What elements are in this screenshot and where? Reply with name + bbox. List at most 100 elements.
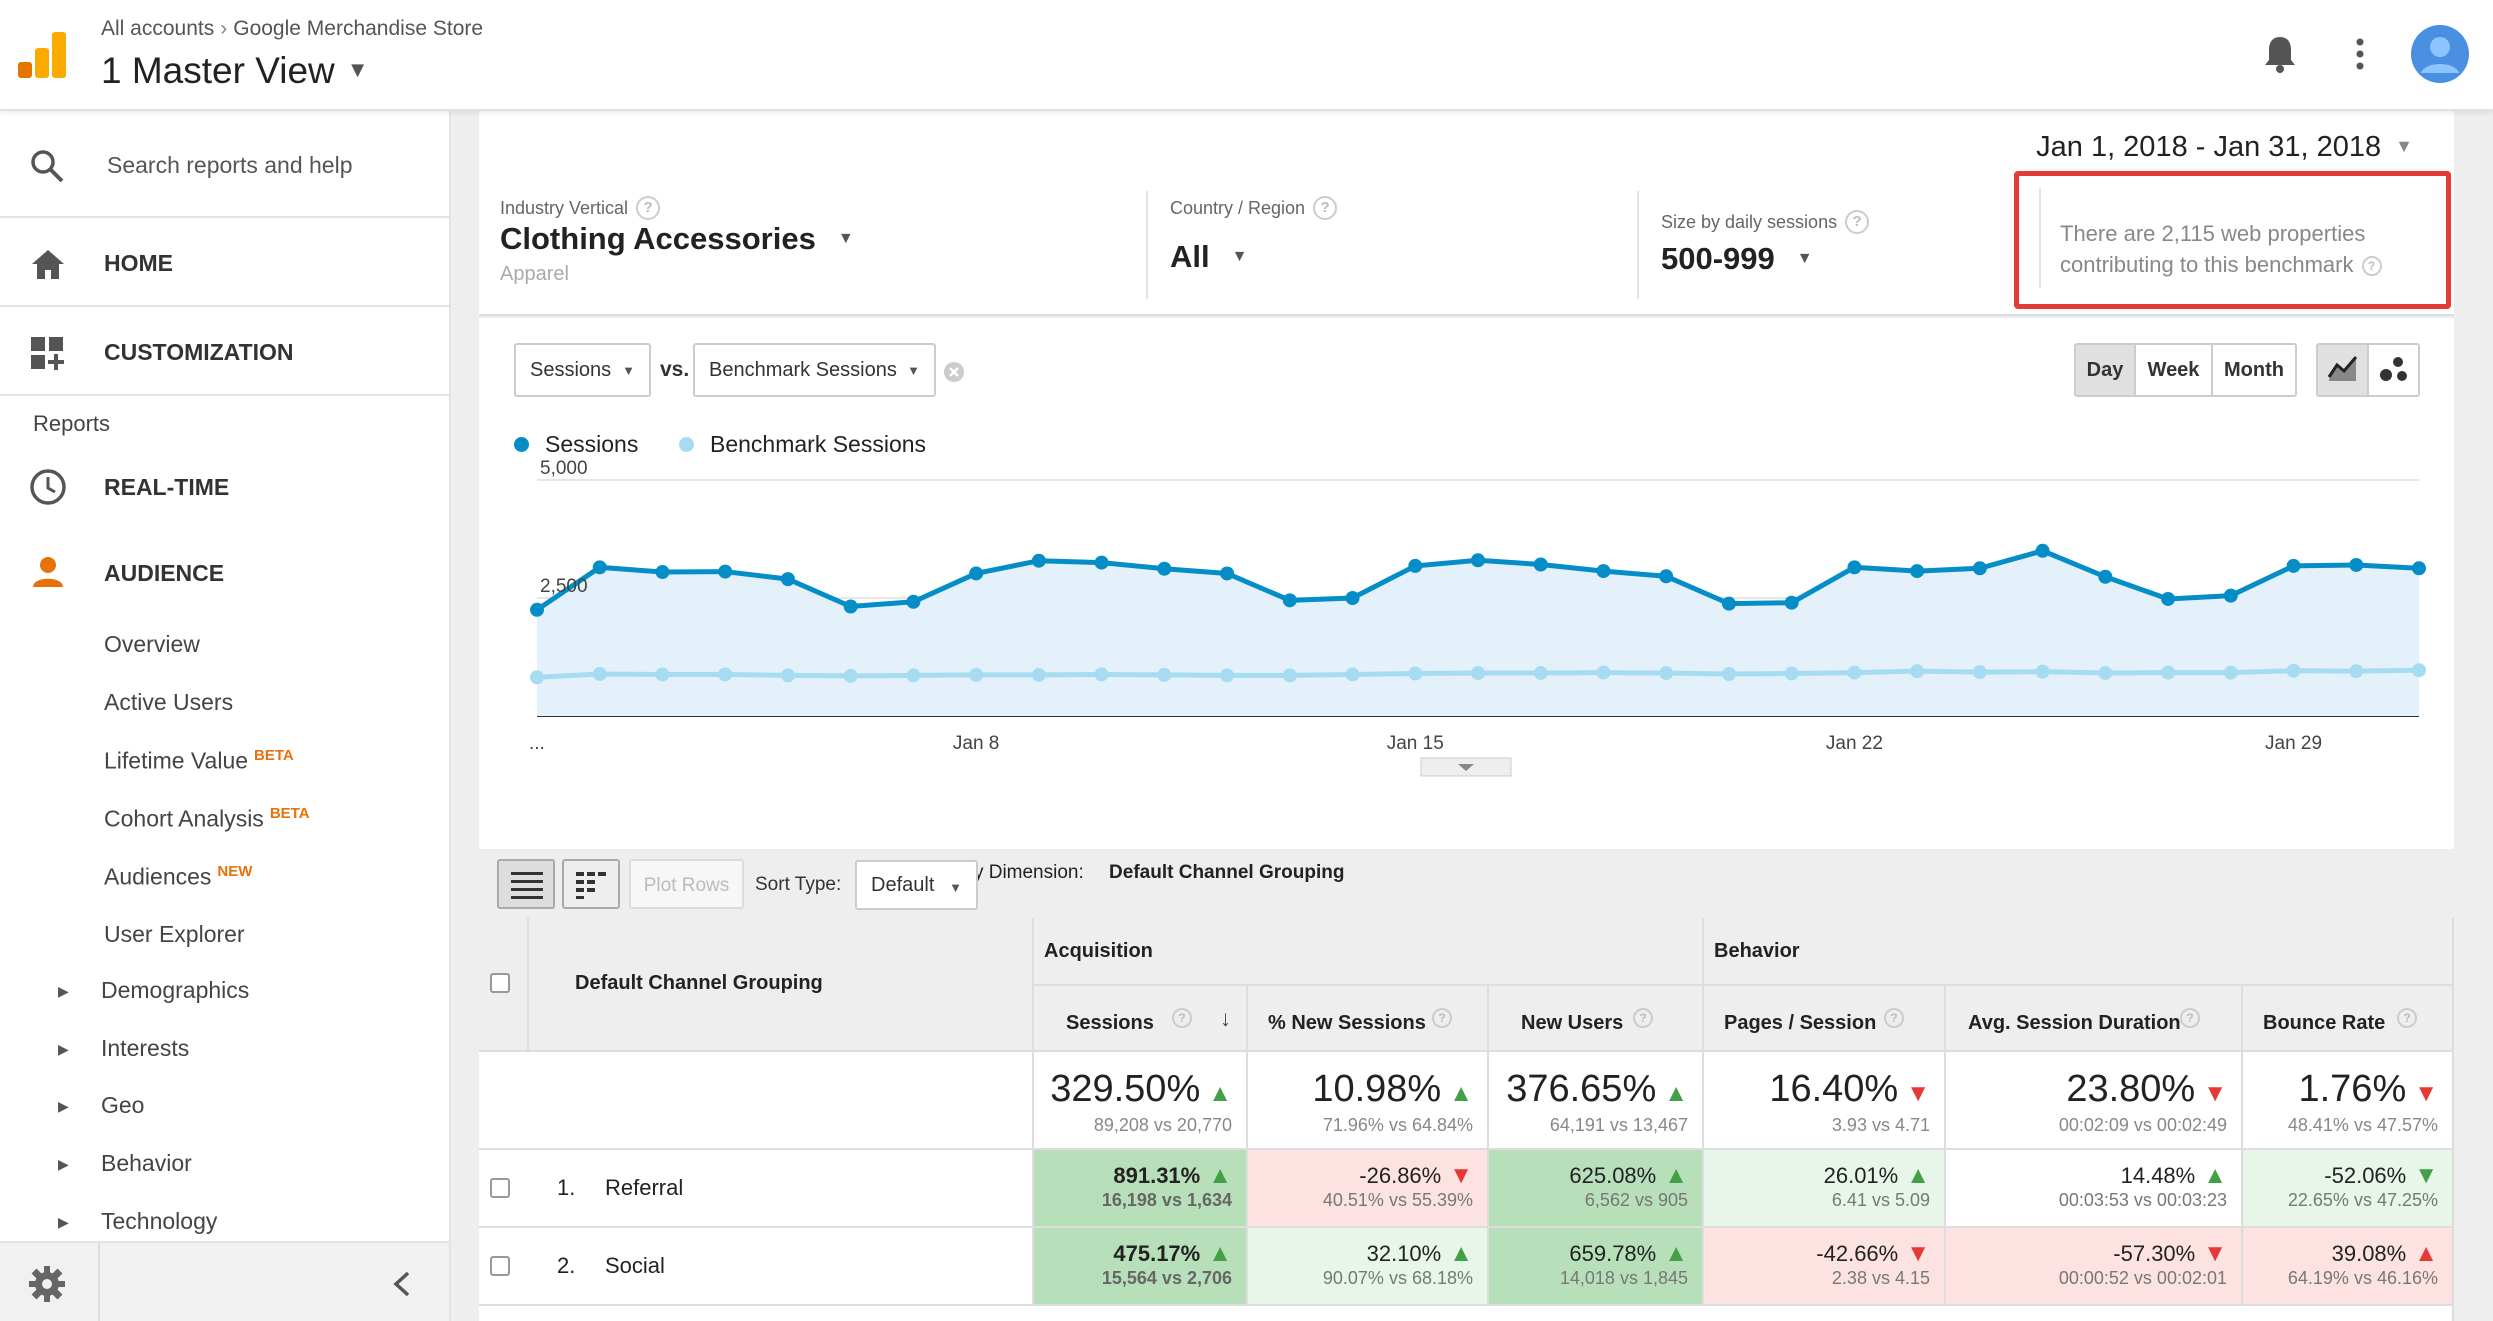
period-month-button[interactable]: Month — [2224, 359, 2284, 381]
expand-arrow-icon[interactable]: ▶ — [58, 983, 69, 999]
sidebar-item-customization[interactable]: CUSTOMIZATION — [0, 309, 449, 396]
sidebar: Search reports and help HOME CUSTOMIZATI… — [0, 111, 451, 1321]
legend-benchmark[interactable]: Benchmark Sessions — [679, 431, 926, 458]
sort-type-select[interactable]: Default ▼ — [855, 860, 978, 910]
row-checkbox[interactable] — [490, 1256, 510, 1276]
help-icon[interactable]: ? — [1845, 210, 1870, 234]
sessions-point — [1910, 564, 1925, 579]
more-vert-icon[interactable] — [2354, 37, 2366, 71]
column-header-avg-duration[interactable]: Avg. Session Duration ? — [1946, 986, 2243, 1052]
breadcrumb-property[interactable]: Google Merchandise Store — [233, 17, 484, 40]
remove-compare-icon[interactable] — [943, 361, 965, 383]
motion-chart-button[interactable] — [2369, 345, 2418, 395]
help-icon[interactable]: ? — [1633, 1008, 1653, 1028]
sidebar-subitem-geo[interactable]: Geo — [101, 1092, 145, 1118]
sidebar-item-home[interactable]: HOME — [0, 220, 449, 307]
sidebar-item-realtime[interactable]: REAL-TIME — [0, 444, 449, 530]
help-icon[interactable]: ? — [636, 196, 661, 220]
sidebar-subitem-technology[interactable]: Technology — [101, 1208, 218, 1234]
period-day-button[interactable]: Day — [2076, 345, 2136, 395]
industry-vertical-select[interactable]: Clothing Accessories ▼ — [500, 221, 854, 257]
line-chart-button[interactable] — [2318, 345, 2369, 395]
column-header-pages-session[interactable]: Pages / Session ? — [1704, 986, 1946, 1052]
benchmark-point — [1408, 666, 1423, 681]
notifications-bell-icon[interactable] — [2263, 34, 2297, 74]
caret-down-icon: ▼ — [1231, 248, 1248, 265]
sidebar-item-audience[interactable]: AUDIENCE — [0, 530, 449, 616]
sessions-point — [1972, 561, 1987, 576]
breadcrumb[interactable]: All accounts › Google Merchandise Store — [101, 17, 483, 41]
sidebar-subitem-cohort-analysis[interactable]: Cohort Analysis BETA — [104, 805, 310, 833]
column-header-new-sessions[interactable]: % New Sessions ? — [1248, 986, 1489, 1052]
primary-dimension-value[interactable]: Default Channel Grouping — [1109, 862, 1345, 883]
table-cell: 625.08% ▲ 6,562 vs 905 — [1489, 1150, 1704, 1228]
totals-value: 23.80% — [2066, 1068, 2196, 1110]
sidebar-subitem-user-explorer[interactable]: User Explorer — [104, 921, 245, 948]
data-view-button[interactable] — [497, 859, 555, 909]
period-week-button[interactable]: Week — [2136, 345, 2213, 395]
totals-comparison: 89,208 vs 20,770 — [1093, 1115, 1232, 1135]
breadcrumb-all-accounts[interactable]: All accounts — [101, 17, 215, 40]
sidebar-subitem-active-users[interactable]: Active Users — [104, 689, 233, 716]
line-chart-icon — [2327, 356, 2357, 381]
plot-rows-button[interactable]: Plot Rows — [629, 859, 744, 909]
sidebar-subitem-behavior[interactable]: Behavior — [101, 1150, 192, 1176]
help-icon[interactable]: ? — [2397, 1008, 2417, 1028]
column-header-label: Sessions — [1066, 1012, 1154, 1034]
row-checkbox[interactable] — [490, 1178, 510, 1198]
behavior-group-header: Behavior — [1704, 918, 2454, 986]
column-header-bounce-rate[interactable]: Bounce Rate ? — [2243, 986, 2454, 1052]
metric-select[interactable]: Sessions ▼ — [514, 343, 651, 397]
collapse-sidebar-icon[interactable] — [392, 1271, 412, 1297]
row-channel-link[interactable]: Referral — [605, 1175, 684, 1200]
legend-sessions[interactable]: Sessions — [514, 431, 638, 458]
cell-comparison: 64.19% vs 46.16% — [2287, 1268, 2438, 1288]
dimension-header[interactable]: Default Channel Grouping — [529, 918, 1034, 1052]
sidebar-subitem-demographics[interactable]: Demographics — [101, 977, 250, 1003]
table-row[interactable]: 2. Social — [479, 1228, 1034, 1306]
totals-comparison: 3.93 vs 4.71 — [1831, 1115, 1930, 1135]
sidebar-search[interactable]: Search reports and help — [0, 111, 449, 218]
help-icon[interactable]: ? — [2180, 1008, 2200, 1028]
help-icon[interactable]: ? — [1884, 1008, 1904, 1028]
expand-arrow-icon[interactable]: ▶ — [58, 1214, 69, 1230]
expand-arrow-icon[interactable]: ▶ — [58, 1041, 69, 1057]
cell-comparison: 6.41 vs 5.09 — [1831, 1190, 1930, 1210]
sidebar-subitem-audiences[interactable]: Audiences NEW — [104, 863, 252, 891]
benchmark-point — [1345, 667, 1360, 682]
table-row[interactable]: 1. Referral — [479, 1150, 1034, 1228]
table-row[interactable] — [479, 1306, 2454, 1321]
view-selector[interactable]: 1 Master View ▼ — [101, 50, 369, 92]
column-header-new-users[interactable]: New Users ? — [1489, 986, 1704, 1052]
benchmark-point — [718, 667, 733, 682]
account-avatar[interactable] — [2411, 25, 2469, 83]
help-icon[interactable]: ? — [1313, 196, 1338, 220]
sidebar-subitem-lifetime-value[interactable]: Lifetime Value BETA — [104, 747, 294, 775]
sort-desc-arrow-icon[interactable]: ↓ — [1220, 1006, 1231, 1031]
comparison-view-icon — [576, 872, 606, 899]
select-all-checkbox[interactable] — [490, 973, 510, 993]
cell-comparison: 14,018 vs 1,845 — [1559, 1268, 1688, 1288]
gear-icon[interactable] — [28, 1265, 66, 1303]
x-tick-label: ... — [529, 733, 545, 754]
sidebar-subitem-overview[interactable]: Overview — [104, 631, 200, 658]
table-cell: 14.48% ▲ 00:03:53 vs 00:03:23 — [1946, 1150, 2243, 1228]
cell-value: 659.78% — [1569, 1241, 1657, 1266]
help-icon[interactable]: ? — [1172, 1008, 1192, 1028]
cell-value: -26.86% — [1359, 1163, 1442, 1188]
sidebar-subitem-interests[interactable]: Interests — [101, 1035, 190, 1061]
totals-value-line: 16.40% ▼ — [1704, 1068, 1930, 1111]
country-region-select[interactable]: All ▼ — [1170, 239, 1247, 275]
compare-metric-select[interactable]: Benchmark Sessions ▼ — [693, 343, 936, 397]
analytics-logo[interactable] — [18, 32, 66, 78]
row-channel-link[interactable]: Social — [605, 1253, 665, 1278]
column-header-sessions[interactable]: Sessions ? ↓ — [1034, 986, 1248, 1052]
help-icon[interactable]: ? — [2361, 256, 2382, 276]
date-range-picker[interactable]: Jan 1, 2018 - Jan 31, 2018 ▼ — [2036, 131, 2413, 164]
size-select[interactable]: 500-999 ▼ — [1661, 241, 1813, 277]
expand-arrow-icon[interactable]: ▶ — [58, 1098, 69, 1114]
help-icon[interactable]: ? — [1432, 1008, 1452, 1028]
search-input[interactable]: Search reports and help — [107, 152, 353, 178]
expand-arrow-icon[interactable]: ▶ — [58, 1156, 69, 1172]
comparison-view-button[interactable] — [562, 859, 620, 909]
